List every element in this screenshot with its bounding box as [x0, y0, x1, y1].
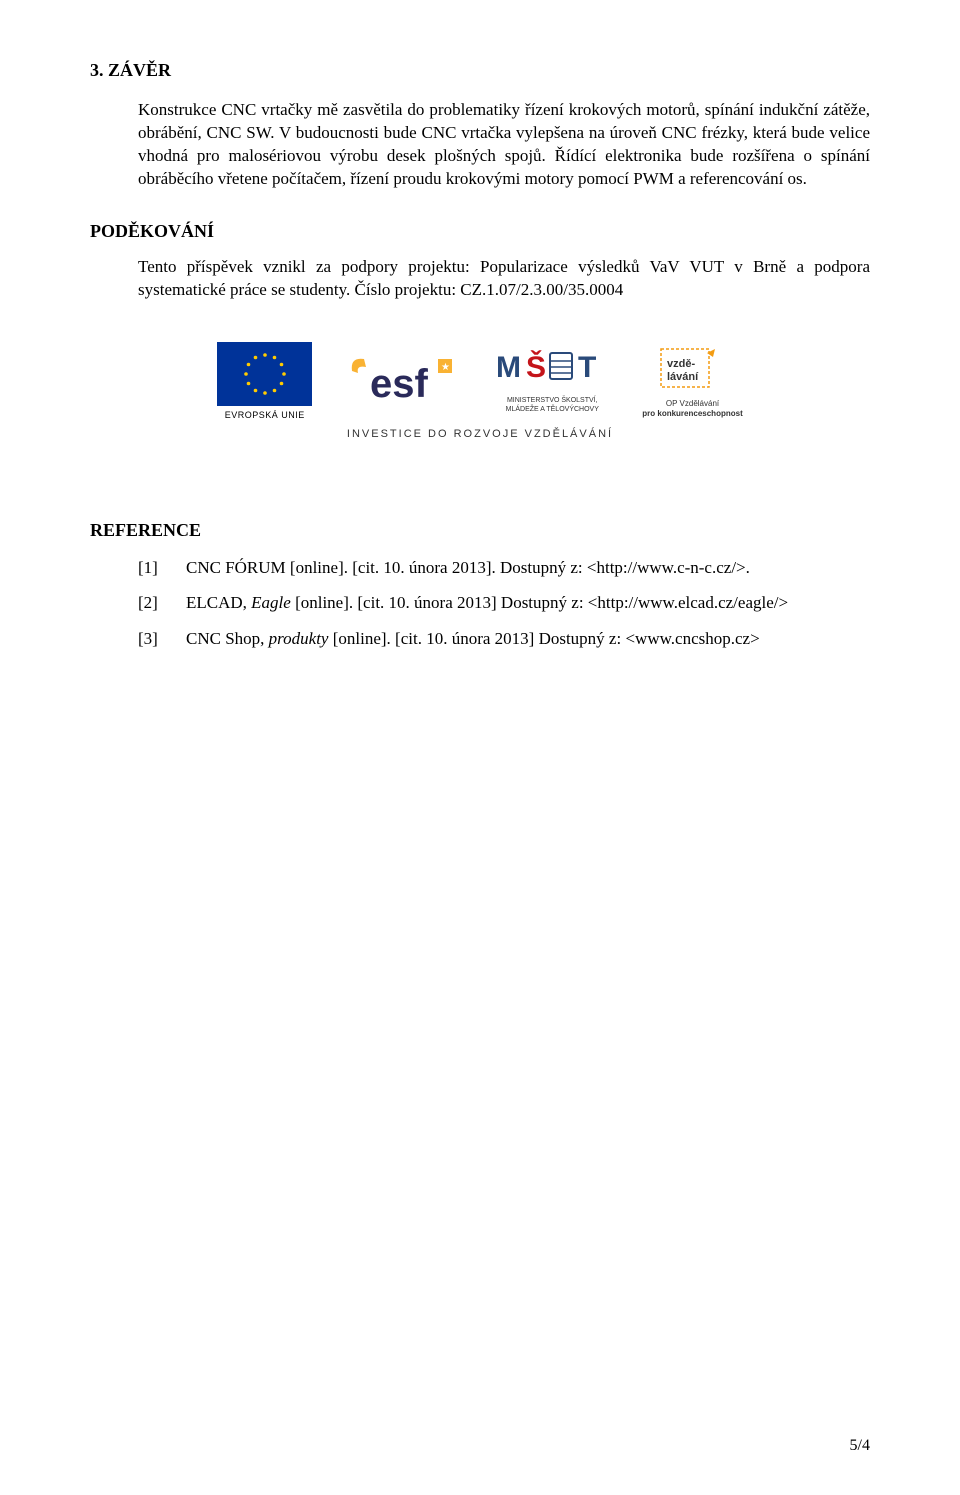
reference-text: CNC FÓRUM [online]. [cit. 10. února 2013…: [186, 555, 870, 581]
section-heading-zaver: 3. ZÁVĚR: [90, 60, 870, 81]
invest-text: INVESTICE DO ROZVOJE VZDĚLÁVÁNÍ: [90, 428, 870, 440]
acknowledgement-heading: PODĚKOVÁNÍ: [90, 221, 870, 242]
msmt-text: MINISTERSTVO ŠKOLSTVÍ, MLÁDEŽE A TĚLOVÝC…: [506, 397, 599, 414]
ref-text-pre: CNC Shop,: [186, 629, 269, 648]
logo-row: EVROPSKÁ UNIE esf ★ M Š T MINISTERSTVO Š…: [90, 342, 870, 420]
op-logo-block: vzdě- lávání OP Vzdělávání pro konkurenc…: [642, 343, 742, 418]
eu-flag-icon: [217, 342, 312, 406]
reference-item: [1] CNC FÓRUM [online]. [cit. 10. února …: [138, 555, 870, 581]
ref-text-italic: produkty: [269, 629, 329, 648]
ref-text-post: [online]. [cit. 10. února 2013] Dostupný…: [291, 593, 788, 612]
eu-label: EVROPSKÁ UNIE: [225, 410, 305, 420]
reference-text: CNC Shop, produkty [online]. [cit. 10. ú…: [186, 626, 870, 652]
ref-text-post: [online]. [cit. 10. února 2013] Dostupný…: [328, 629, 759, 648]
svg-text:vzdě-: vzdě-: [667, 358, 695, 370]
ref-text-pre: ELCAD,: [186, 593, 251, 612]
svg-text:esf: esf: [370, 362, 428, 406]
reference-num: [2]: [138, 590, 186, 616]
svg-text:★: ★: [441, 362, 450, 373]
reference-num: [3]: [138, 626, 186, 652]
msmt-line1: MINISTERSTVO ŠKOLSTVÍ,: [507, 397, 598, 404]
svg-text:Š: Š: [526, 350, 546, 384]
op-line1: OP Vzdělávání: [666, 399, 719, 408]
ref-text-italic: Eagle: [251, 593, 291, 612]
msmt-logo-icon: M Š T: [492, 347, 612, 395]
op-line2: pro konkurenceschopnost: [642, 409, 742, 418]
acknowledgement-body: Tento příspěvek vznikl za podpory projek…: [138, 256, 870, 302]
reference-text: ELCAD, Eagle [online]. [cit. 10. února 2…: [186, 590, 870, 616]
svg-text:M: M: [496, 351, 521, 384]
section-body-zaver: Konstrukce CNC vrtačky mě zasvětila do p…: [138, 99, 870, 191]
esf-logo-icon: esf ★: [342, 349, 462, 413]
eu-logo-block: EVROPSKÁ UNIE: [217, 342, 312, 420]
msmt-line2: MLÁDEŽE A TĚLOVÝCHOVY: [506, 406, 599, 413]
references-section: REFERENCE [1] CNC FÓRUM [online]. [cit. …: [90, 520, 870, 652]
reference-item: [3] CNC Shop, produkty [online]. [cit. 1…: [138, 626, 870, 652]
reference-item: [2] ELCAD, Eagle [online]. [cit. 10. úno…: [138, 590, 870, 616]
op-text: OP Vzdělávání pro konkurenceschopnost: [642, 399, 742, 418]
reference-num: [1]: [138, 555, 186, 581]
svg-text:T: T: [578, 351, 596, 384]
op-logo-icon: vzdě- lávání: [653, 343, 733, 397]
msmt-logo-block: M Š T MINISTERSTVO ŠKOLSTVÍ, MLÁDEŽE A T…: [492, 347, 612, 414]
page-number: 5/4: [850, 1437, 870, 1455]
svg-text:lávání: lávání: [667, 371, 699, 383]
references-heading: REFERENCE: [90, 520, 870, 541]
